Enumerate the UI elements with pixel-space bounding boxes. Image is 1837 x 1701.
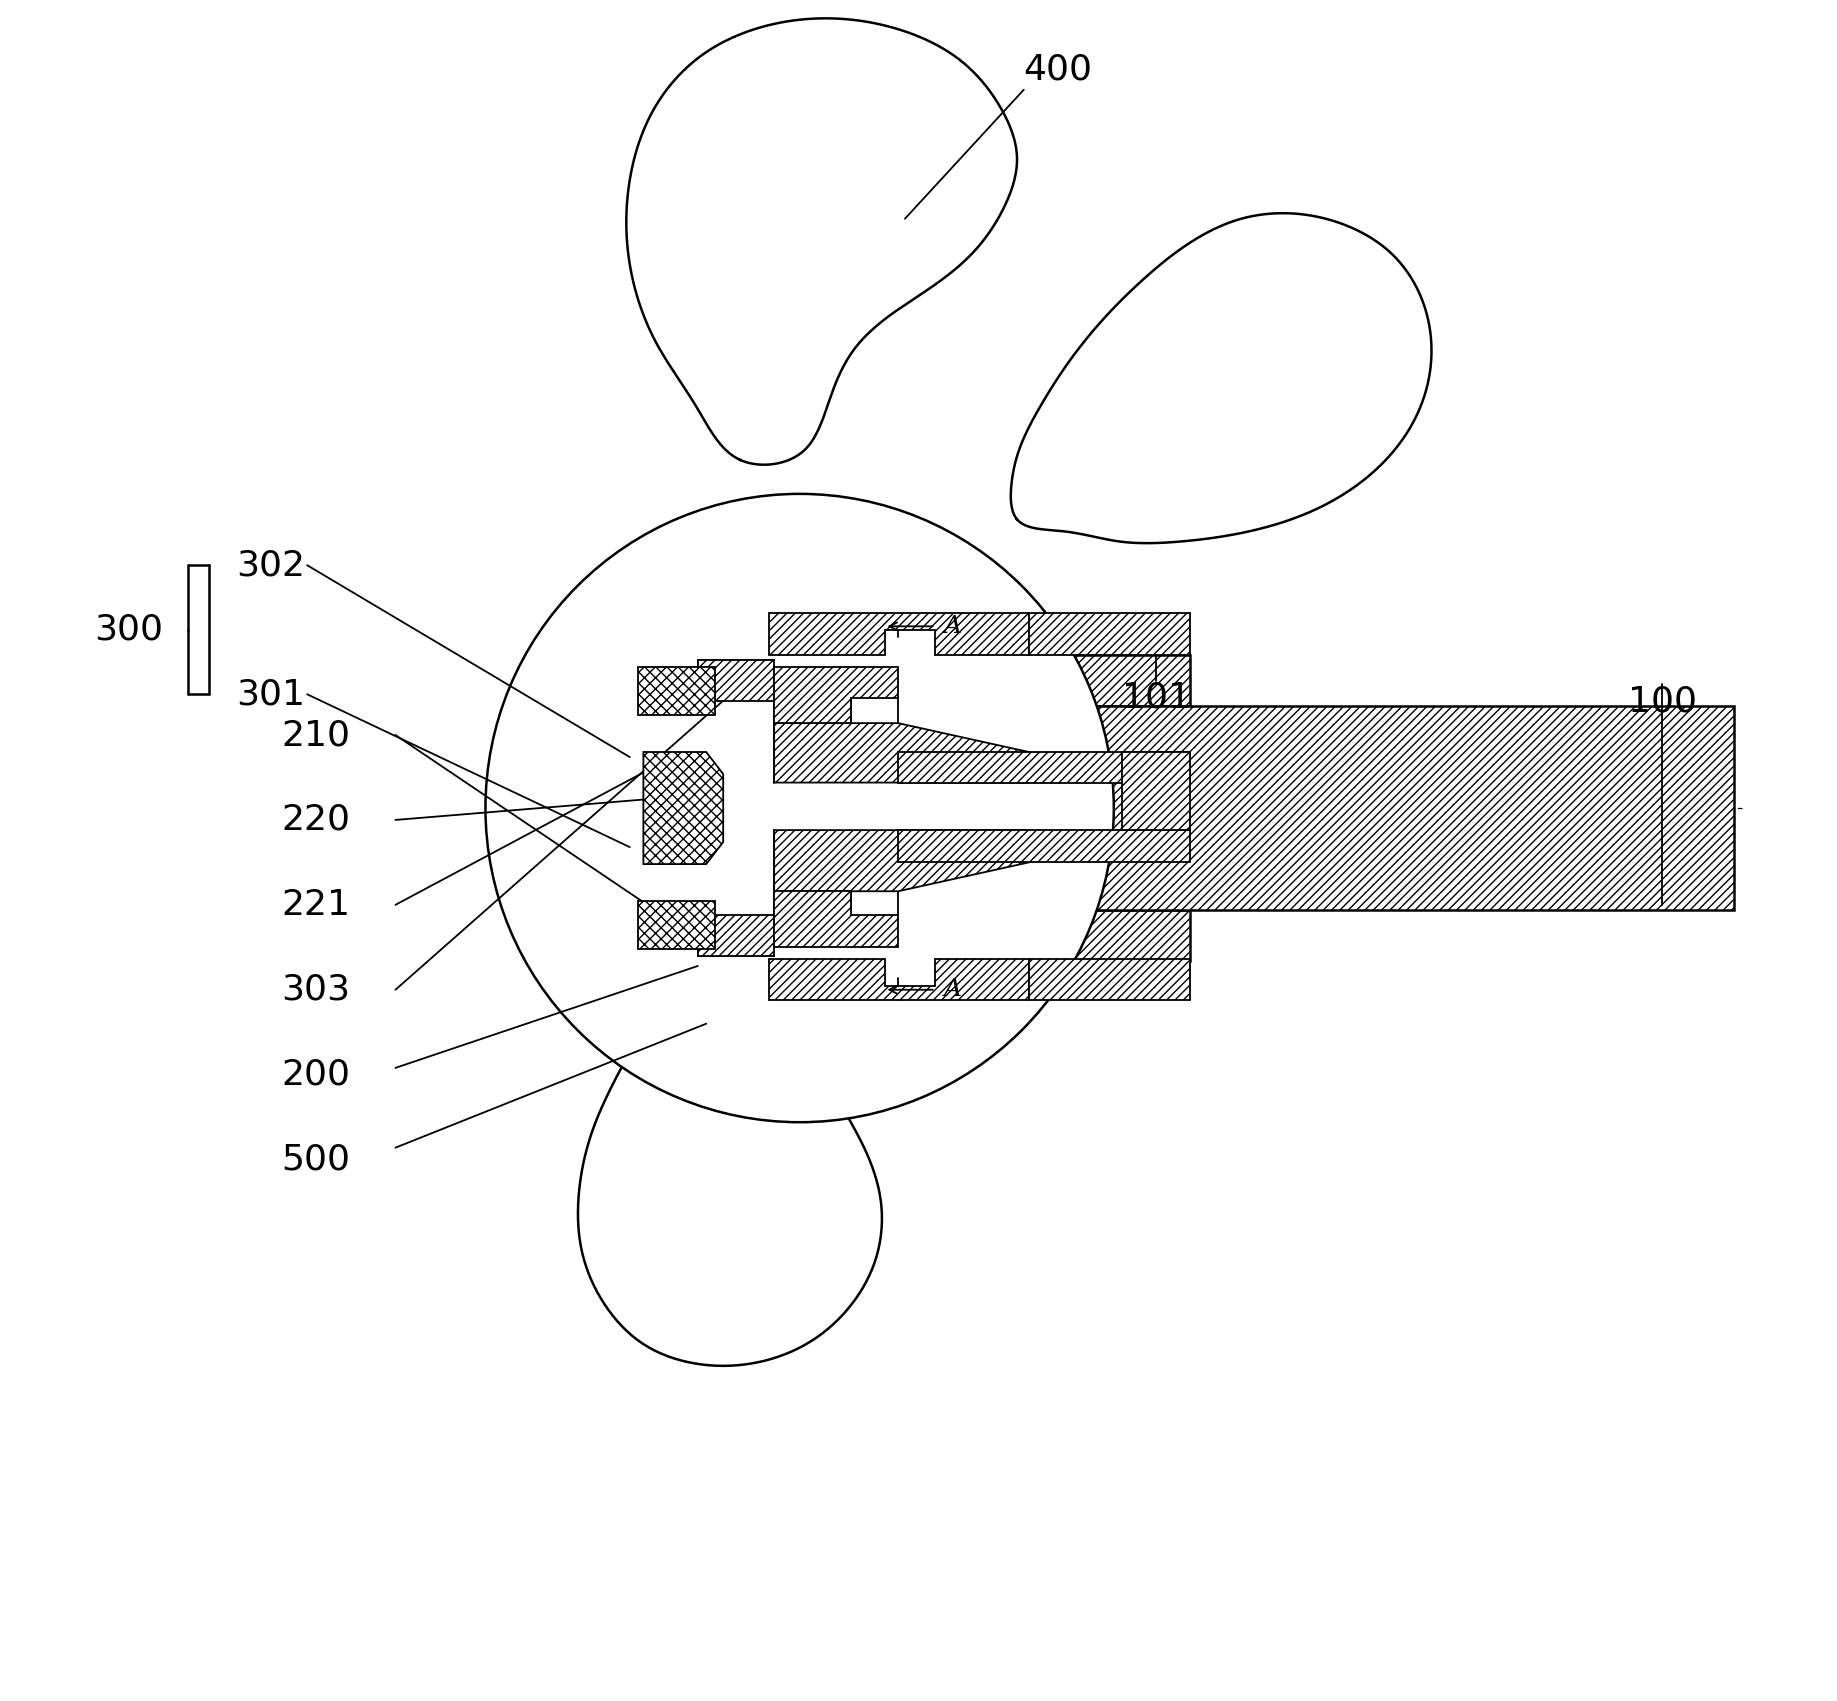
Polygon shape: [773, 667, 898, 723]
Polygon shape: [579, 810, 882, 1366]
Polygon shape: [1122, 752, 1190, 830]
Text: 300: 300: [94, 612, 163, 646]
Polygon shape: [626, 19, 1018, 464]
Polygon shape: [698, 660, 773, 701]
Polygon shape: [898, 752, 1190, 782]
Polygon shape: [770, 959, 1029, 1000]
Polygon shape: [773, 723, 1029, 782]
Text: 221: 221: [281, 888, 351, 922]
Text: A: A: [944, 978, 963, 1002]
Polygon shape: [1029, 612, 1190, 655]
Polygon shape: [1029, 959, 1190, 1000]
Bar: [637, 667, 715, 714]
Polygon shape: [770, 612, 1029, 655]
Polygon shape: [1029, 910, 1190, 961]
Text: 200: 200: [281, 1058, 351, 1092]
Polygon shape: [898, 830, 1190, 862]
Text: 220: 220: [281, 803, 351, 837]
Polygon shape: [773, 830, 1029, 891]
Polygon shape: [773, 891, 898, 947]
Text: 301: 301: [235, 677, 305, 711]
Polygon shape: [643, 752, 724, 864]
Polygon shape: [698, 915, 773, 956]
Polygon shape: [1010, 213, 1431, 543]
Text: A: A: [944, 614, 963, 638]
Circle shape: [485, 493, 1113, 1123]
Bar: [637, 902, 715, 949]
Polygon shape: [1029, 706, 1734, 910]
Text: 500: 500: [281, 1143, 351, 1177]
Text: 210: 210: [281, 718, 351, 752]
Text: 303: 303: [281, 973, 351, 1007]
Text: 400: 400: [1023, 53, 1093, 87]
Text: 101: 101: [1122, 680, 1190, 714]
Text: 100: 100: [1628, 684, 1697, 718]
Text: 302: 302: [235, 548, 305, 582]
Polygon shape: [1029, 655, 1190, 706]
